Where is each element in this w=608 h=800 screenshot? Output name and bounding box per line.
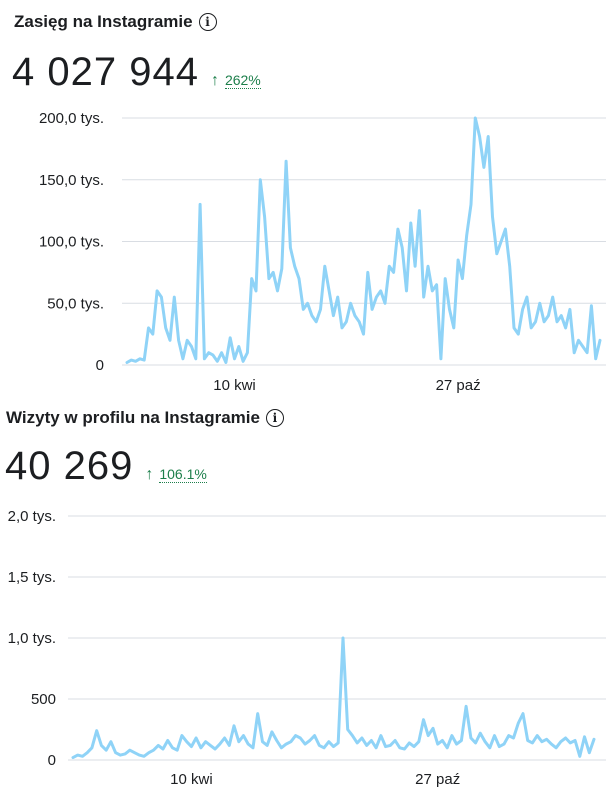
profile-visits-change: ↑ 106.1% <box>145 466 207 484</box>
reach-change: ↑ 262% <box>211 72 261 90</box>
arrow-up-icon: ↑ <box>210 72 219 89</box>
x-tick-label: 10 kwi <box>170 771 213 788</box>
panel-title-row: Wizyty w profilu na Instagramie i <box>6 408 284 428</box>
y-tick-label: 2,0 tys. <box>8 508 56 525</box>
y-tick-label: 200,0 tys. <box>39 110 104 127</box>
y-tick-label: 500 <box>31 691 56 708</box>
y-tick-label: 0 <box>96 357 104 374</box>
y-tick-label: 50,0 tys. <box>47 295 104 312</box>
profile-visits-total: 40 269 <box>5 444 134 488</box>
y-tick-label: 150,0 tys. <box>39 172 104 189</box>
y-tick-label: 1,5 tys. <box>8 569 56 586</box>
series-line[interactable] <box>125 116 602 364</box>
profile-visits-panel: Wizyty w profilu na Instagramie i 40 269… <box>0 400 608 800</box>
series-line[interactable] <box>71 636 596 760</box>
x-tick-label: 27 paź <box>415 771 460 788</box>
reach-total: 4 027 944 <box>12 50 199 94</box>
x-tick-label: 27 paź <box>436 377 481 394</box>
profile-visits-summary: 40 269 ↑ 106.1% <box>5 444 207 489</box>
info-icon[interactable]: i <box>265 409 284 427</box>
reach-summary: 4 027 944 ↑ 262% <box>12 50 261 95</box>
reach-change-percent[interactable]: 262% <box>224 72 261 89</box>
arrow-up-icon: ↑ <box>145 466 154 483</box>
y-tick-label: 100,0 tys. <box>39 234 104 251</box>
panel-title-row: Zasięg na Instagramie i <box>14 12 217 32</box>
reach-chart: 0 50,0 tys. 100,0 tys. 150,0 tys. 200,0 tys.… <box>39 110 606 394</box>
profile-visits-chart: 0 500 1,0 tys. 1,5 tys. 2,0 tys. 10 kwi 27 paź <box>8 508 606 788</box>
y-tick-label: 0 <box>48 752 56 769</box>
x-tick-label: 10 kwi <box>213 377 256 394</box>
reach-panel: Zasięg na Instagramie i 4 027 944 ↑ 262%… <box>12 12 606 394</box>
info-icon[interactable]: i <box>198 13 217 31</box>
profile-visits-change-percent[interactable]: 106.1% <box>159 466 207 483</box>
reach-title: Zasięg na Instagramie <box>14 12 193 31</box>
y-tick-label: 1,0 tys. <box>8 630 56 647</box>
profile-visits-title: Wizyty w profilu na Instagramie <box>6 408 260 427</box>
